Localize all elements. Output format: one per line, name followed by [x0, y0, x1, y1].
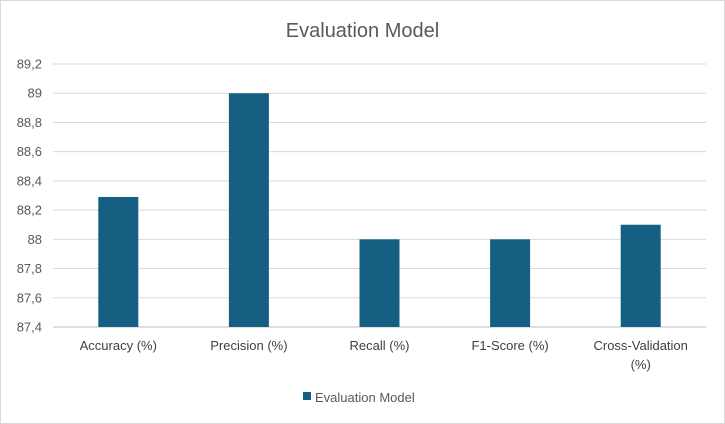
- y-tick-label: 88,8: [17, 115, 42, 130]
- x-category-label: Precision (%): [210, 338, 287, 353]
- chart-title: Evaluation Model: [286, 20, 439, 42]
- y-tick-label: 87,8: [17, 261, 42, 276]
- y-tick-label: 89: [28, 86, 42, 101]
- bar: [359, 239, 400, 327]
- x-category-label: Accuracy (%): [80, 338, 157, 353]
- legend: Evaluation Model: [303, 390, 415, 405]
- legend-label: Evaluation Model: [315, 390, 415, 405]
- x-category-label: F1-Score (%): [471, 338, 548, 353]
- y-tick-label: 88: [28, 232, 42, 247]
- y-tick-label: 88,6: [17, 144, 42, 159]
- y-tick-label: 87,4: [17, 320, 42, 335]
- bar: [490, 239, 531, 327]
- y-tick-label: 89,2: [17, 57, 42, 72]
- bar: [98, 196, 139, 327]
- y-tick-label: 88,2: [17, 203, 42, 218]
- x-axis-categories: Accuracy (%) Precision (%) Recall (%) F1-Sc…: [80, 338, 688, 372]
- bar: [228, 93, 269, 327]
- y-tick-label: 88,4: [17, 173, 42, 188]
- x-category-label: Cross-Validation (%): [593, 338, 687, 372]
- x-category-label: Recall (%): [350, 338, 410, 353]
- y-axis-ticks: 87,4 87,6 87,8 88 88,2 88,4 88,6 88,8 89 89,2: [17, 57, 42, 335]
- y-tick-label: 87,6: [17, 290, 42, 305]
- bars: [98, 93, 661, 327]
- legend-swatch: [303, 392, 311, 400]
- bar: [620, 224, 661, 327]
- gridlines: [53, 63, 706, 328]
